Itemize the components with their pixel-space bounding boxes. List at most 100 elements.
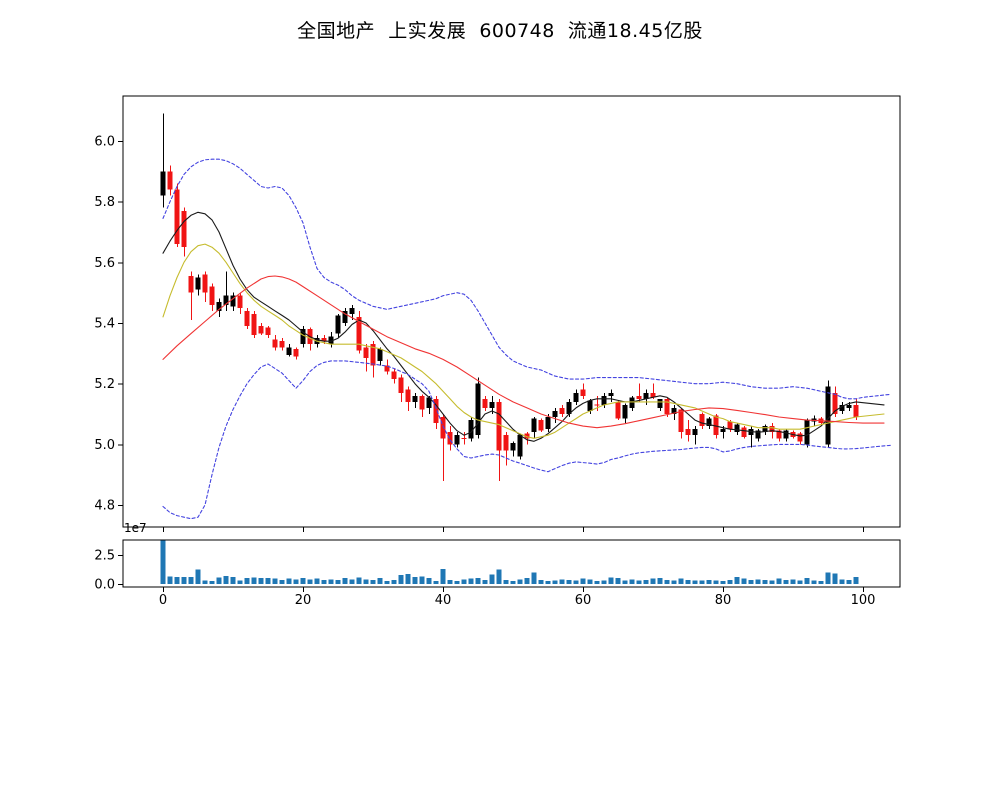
- price-tick-label: 5.8: [94, 195, 115, 210]
- volume-bar: [853, 576, 859, 584]
- volume-bar: [615, 578, 621, 584]
- volume-bar: [328, 579, 334, 584]
- ma-slow-line: [162, 275, 885, 429]
- x-tick-label: 20: [295, 593, 312, 608]
- bollinger-upper-line: [162, 158, 892, 400]
- volume-bar: [482, 579, 488, 584]
- volume-bar: [461, 579, 467, 584]
- volume-panel-frame: [122, 539, 901, 588]
- volume-bar: [657, 578, 663, 584]
- volume-bar: [433, 581, 439, 584]
- x-tick-label: 0: [159, 593, 167, 608]
- price-tick-label: 4.8: [94, 499, 115, 514]
- volume-bar: [391, 579, 397, 584]
- candle-body-up: [286, 347, 292, 355]
- ma-mid-line: [162, 243, 885, 439]
- candle-body-down: [580, 389, 586, 396]
- candle-body-down: [321, 338, 327, 342]
- candle-body-down: [419, 395, 425, 410]
- candle-body-down: [433, 398, 439, 424]
- volume-bar: [790, 579, 796, 584]
- candle-body-up: [230, 295, 236, 307]
- volume-bar: [286, 578, 292, 584]
- volume-bar: [545, 581, 551, 584]
- candle-body-down: [699, 414, 705, 427]
- candle-body-down: [181, 210, 187, 248]
- volume-series: [160, 540, 859, 584]
- volume-bar: [440, 568, 446, 584]
- candle-body-down: [202, 274, 208, 293]
- volume-bar: [167, 576, 173, 584]
- volume-bar: [608, 577, 614, 584]
- candle-body-up: [748, 429, 754, 436]
- candle-body-down: [174, 189, 180, 245]
- volume-bar: [370, 579, 376, 584]
- volume-bar: [517, 579, 523, 584]
- volume-bar: [412, 576, 418, 584]
- candle-body-down: [272, 339, 278, 348]
- volume-bar: [342, 578, 348, 584]
- candle-body-down: [258, 326, 264, 334]
- volume-bar: [664, 579, 670, 584]
- volume-bar: [678, 578, 684, 584]
- volume-bar: [580, 578, 586, 584]
- volume-bar: [363, 579, 369, 584]
- candle-body-up: [762, 426, 768, 433]
- candle-body-up: [629, 397, 635, 408]
- volume-bar: [692, 580, 698, 584]
- volume-tick-label: 0.0: [94, 578, 115, 593]
- volume-bar: [559, 579, 565, 584]
- volume-bar: [601, 580, 607, 584]
- candle-doji: [594, 404, 600, 406]
- candle-body-down: [741, 427, 747, 437]
- candle-body-up: [671, 407, 677, 415]
- volume-bar: [552, 580, 558, 584]
- volume-bar: [818, 581, 824, 584]
- volume-bar: [797, 580, 803, 584]
- candle-body-down: [685, 429, 691, 436]
- volume-bar: [475, 578, 481, 584]
- candle-body-up: [566, 401, 572, 415]
- volume-bar: [727, 579, 733, 584]
- candle-body-down: [769, 426, 775, 433]
- candle-body-up: [300, 329, 306, 345]
- volume-bar: [468, 578, 474, 584]
- volume-bar: [419, 576, 425, 584]
- volume-bar: [531, 572, 537, 584]
- candle-body-down: [496, 401, 502, 451]
- candle-body-down: [447, 432, 453, 445]
- candle-body-up: [531, 418, 537, 433]
- candle-body-down: [713, 415, 719, 436]
- volume-bar: [832, 573, 838, 584]
- bollinger-lower-line: [162, 360, 892, 520]
- volume-bar: [650, 578, 656, 584]
- candle-body-down: [188, 275, 194, 293]
- volume-bar: [594, 581, 600, 584]
- volume-bar: [349, 579, 355, 584]
- candle-body-up: [643, 392, 649, 399]
- candle-body-down: [398, 377, 404, 393]
- candle-body-up: [720, 429, 726, 433]
- x-tick-label: 100: [851, 593, 876, 608]
- candle-body-up: [468, 420, 474, 439]
- volume-bar: [538, 579, 544, 584]
- candle-body-down: [167, 171, 173, 190]
- candle-body-down: [244, 310, 250, 327]
- volume-bar: [230, 576, 236, 584]
- candle-body-down: [538, 420, 544, 431]
- volume-bar: [643, 579, 649, 584]
- axes-frames: [122, 95, 901, 588]
- candle-body-up: [510, 442, 516, 451]
- volume-bar: [174, 576, 180, 584]
- candle-body-down: [615, 401, 621, 419]
- price-tick-label: 5.4: [94, 317, 115, 332]
- volume-bar: [181, 576, 187, 584]
- candle-body-down: [797, 433, 803, 442]
- candle-body-up: [755, 430, 761, 439]
- candle-body-up: [587, 400, 593, 411]
- candle-body-down: [727, 421, 733, 430]
- candle-body-down: [524, 433, 530, 439]
- volume-bar: [587, 579, 593, 584]
- volume-bar: [720, 581, 726, 584]
